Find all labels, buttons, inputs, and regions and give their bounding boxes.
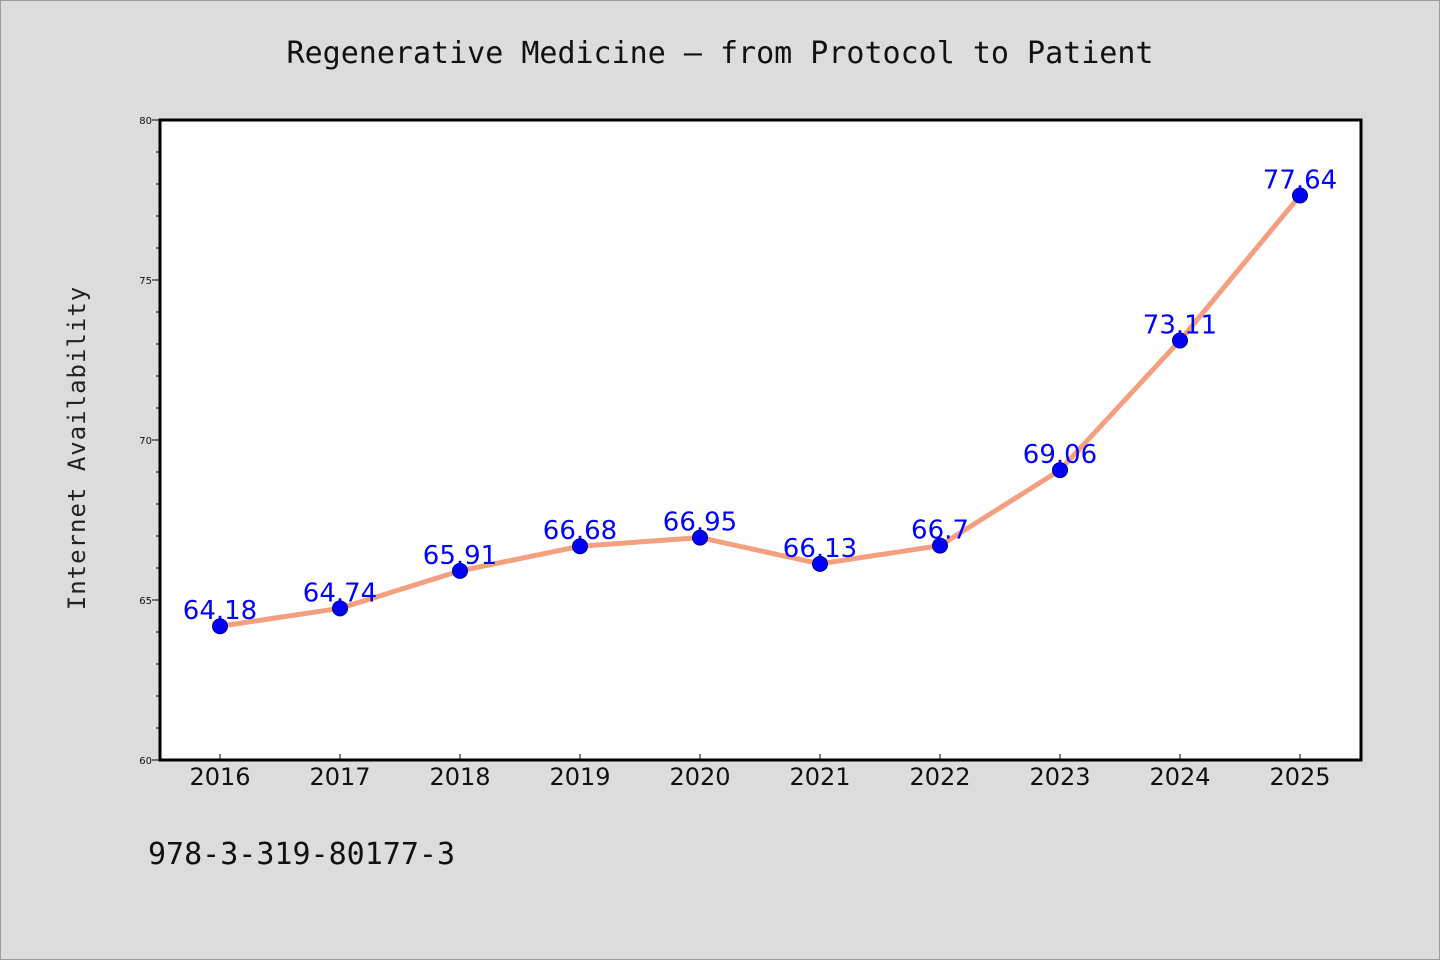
chart-title: Regenerative Medicine – from Protocol to… [287,36,1154,71]
y-tick-label: 75 [139,276,152,287]
data-label: 66.7 [911,516,969,546]
data-label: 64.74 [303,578,377,608]
x-tick-label: 2016 [189,763,250,791]
data-label: 69.06 [1023,440,1097,470]
y-tick-label: 65 [139,596,152,607]
data-label: 64.18 [183,596,257,626]
plot-area [160,120,1361,760]
x-tick-label: 2021 [789,763,850,791]
data-label: 66.13 [783,534,857,564]
data-point [1052,462,1068,479]
series-line [217,193,1303,629]
data-point [812,555,828,572]
x-tick-label: 2018 [429,763,490,791]
data-point [1172,332,1188,349]
x-tick-label: 2022 [909,763,970,791]
x-tick-label: 2025 [1269,763,1330,791]
y-tick-label: 70 [139,436,152,447]
x-tick-label: 2017 [309,763,370,791]
data-label: 66.95 [663,508,737,538]
x-tick-label: 2019 [549,763,610,791]
data-point [1292,187,1308,204]
y-axis-label: Internet Availability [63,286,91,610]
data-point [572,538,588,555]
data-label: 73.11 [1143,310,1217,340]
y-tick-label: 80 [139,116,152,127]
x-axis: 2016 2017 2018 2019 2020 2021 2022 2023 2024 2025 [189,754,1331,791]
x-tick-label: 2023 [1029,763,1090,791]
data-point [932,537,948,554]
isbn-text: 978-3-319-80177-3 [148,837,455,872]
y-tick-label: 60 [139,756,152,767]
data-label: 66.68 [543,516,617,546]
x-tick-label: 2024 [1149,763,1210,791]
data-label: 65.91 [423,541,497,571]
data-point [212,618,228,635]
data-point [692,529,708,546]
data-point [332,600,348,617]
data-point [452,562,468,579]
data-series: 64.18 64.74 65.91 66.68 66.95 66.13 66.7 69.06 7… [183,166,1337,635]
plot-frame [158,118,1363,762]
x-tick-label: 2020 [669,763,730,791]
data-label: 77.64 [1263,166,1337,196]
